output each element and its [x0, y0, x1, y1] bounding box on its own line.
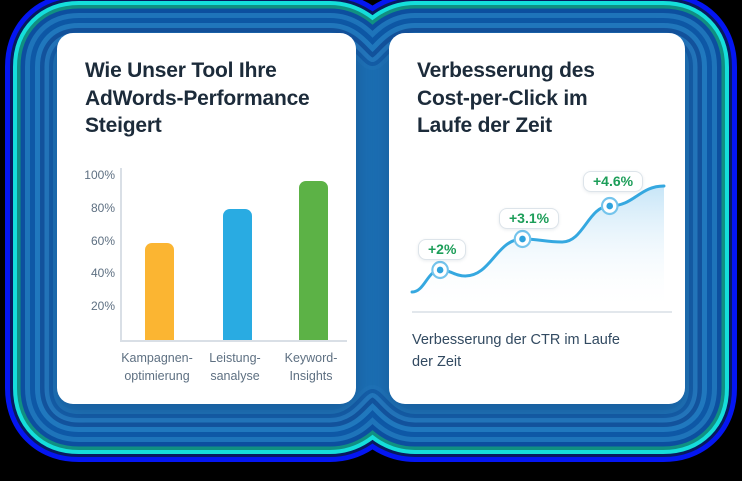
y-axis-label: 100%	[84, 168, 115, 183]
bar-kampagnen-optimierung	[145, 243, 174, 341]
category-label: Keyword- Insights	[284, 351, 338, 384]
annotation-badge-2pct: +2%	[418, 239, 467, 261]
bar-chart-plot-area: 20% 40% 60% 80% 100%	[84, 168, 347, 343]
card-adwords-performance: Wie Unser Tool Ihre AdWords-Performance …	[57, 33, 356, 404]
line-chart: +2% +3.1% +4.6%	[410, 170, 672, 314]
bar-chart-category-labels: Kampagnen- optimierung Leistung- sanalyse…	[120, 342, 337, 386]
category-label: Leistung- sanalyse	[209, 351, 261, 384]
line-chart-markers	[431, 197, 619, 280]
annotation-badge-3-1pct: +3.1%	[499, 208, 560, 230]
bar-keyword-insights	[299, 181, 328, 341]
line-chart-baseline	[412, 311, 672, 314]
y-axis-label: 80%	[90, 201, 115, 216]
data-point-dot	[519, 235, 526, 243]
y-axis-label: 60%	[90, 234, 115, 249]
line-chart-svg	[410, 184, 666, 307]
category-label: Kampagnen- optimierung	[121, 351, 193, 384]
card-cpc-improvement: Verbesserung des Cost-per-Click im Laufe…	[389, 33, 685, 404]
card-title-left: Wie Unser Tool Ihre AdWords-Performance …	[85, 59, 310, 138]
data-point-dot	[436, 266, 444, 274]
data-point-dot	[606, 202, 614, 210]
line-chart-area-fill	[412, 186, 664, 307]
line-chart-caption: Verbesserung der CTR im Laufe der Zeit	[412, 332, 620, 370]
annotation-badge-4-6pct: +4.6%	[583, 171, 644, 193]
bar-chart: 20% 40% 60% 80% 100% Kampagnen- optimierung L…	[84, 168, 347, 386]
y-axis-label: 20%	[90, 299, 115, 314]
y-axis-label: 40%	[90, 266, 115, 281]
card-title-right: Verbesserung des Cost-per-Click im Laufe…	[417, 59, 595, 138]
bar-leistungsanalyse	[223, 209, 252, 341]
